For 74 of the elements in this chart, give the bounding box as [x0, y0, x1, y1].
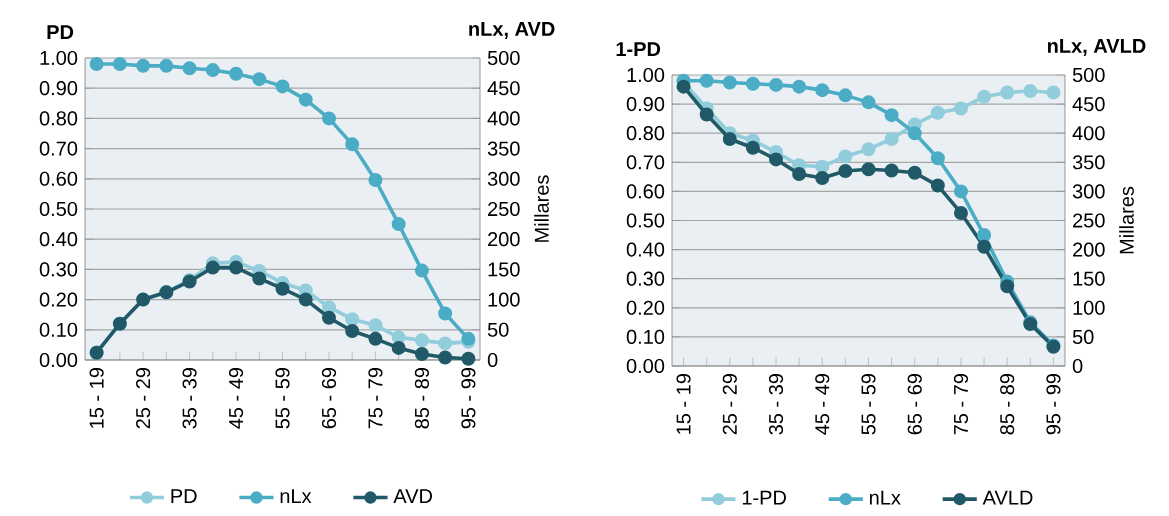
x-tick-label: 25 - 29	[136, 368, 151, 429]
y2-tick-label: 400	[487, 111, 520, 126]
y-tick-label: 0.80	[626, 126, 665, 141]
y2-tick-label: 300	[487, 171, 520, 187]
y2-tick-label: 300	[1072, 184, 1105, 199]
y-tick-label: 1.00	[627, 68, 665, 83]
y-tick-label: 0.80	[39, 111, 78, 126]
y-tick-label: 0.50	[39, 202, 78, 217]
y2-tick-label: 100	[488, 292, 520, 307]
x-tick-label: 55 - 59	[861, 374, 876, 435]
y-tick-label: 0.40	[626, 242, 665, 257]
y-tick-label: 0.70	[626, 155, 665, 170]
y2-tick-label: 250	[1073, 213, 1105, 228]
x-tick-label: 95 - 99	[461, 368, 476, 429]
x-tick-label: 95 - 99	[1046, 374, 1061, 435]
x-tick-label: 65 - 69	[321, 368, 337, 429]
y-tick-label: 0.20	[626, 300, 665, 316]
y2-tick-label: 450	[487, 81, 520, 96]
y2-tick-label: 350	[487, 141, 520, 156]
y-tick-label: 0.60	[39, 171, 78, 187]
legend-label: AVLD	[982, 491, 1033, 505]
y-tick-label: 0.30	[39, 262, 78, 277]
legend-label: AVD	[393, 489, 432, 504]
x-tick-label: 85 - 89	[414, 368, 429, 429]
x-tick-label: 15 - 19	[89, 368, 104, 429]
y2-tick-label: 0	[1072, 359, 1083, 374]
y-tick-label: 0.40	[39, 232, 78, 247]
y2-tick-label: 50	[1072, 330, 1094, 345]
y-tick-label: 0.60	[626, 184, 665, 199]
y-tick-label: 0.00	[39, 353, 78, 368]
y-axis-title: PD	[47, 25, 74, 40]
y-tick-label: 0.50	[626, 213, 665, 228]
y2-tick-label: 50	[487, 322, 509, 338]
y2-tick-label: 0	[487, 353, 498, 368]
y-tick-label: 1.00	[40, 51, 78, 66]
x-tick-label: 45 - 49	[815, 374, 830, 436]
y-tick-label: 0.10	[626, 330, 665, 345]
y-tick-label: 0.70	[39, 141, 78, 156]
x-tick-label: 75 - 79	[368, 368, 383, 429]
y2-tick-label: 450	[1072, 97, 1105, 112]
text: nLx, AVLD	[1047, 39, 1146, 57]
x-tick-label: 75 - 79	[953, 374, 969, 435]
y-tick-label: 0.10	[39, 322, 78, 338]
y2-tick-label: 200	[488, 232, 520, 247]
x-tick-label: 65 - 69	[907, 374, 922, 435]
y2-tick-label: 250	[488, 202, 520, 217]
legend-label: 1-PD	[742, 491, 786, 505]
legend-label: nLx	[869, 491, 901, 505]
y2-tick-label: 100	[1073, 300, 1105, 316]
y2-tick-label: 400	[1072, 126, 1105, 141]
y2-tick-label: 350	[1072, 155, 1105, 170]
y-tick-label: 0.90	[39, 81, 78, 96]
x-tick-label: 45 - 49	[228, 368, 244, 430]
text: nLx, AVD	[469, 22, 555, 40]
x-tick-label: 15 - 19	[676, 374, 691, 435]
x-tick-label: 35 - 39	[182, 368, 197, 429]
y2-axis-title: Millares	[534, 175, 549, 243]
x-tick-label: 25 - 29	[722, 374, 737, 435]
y-tick-label: 0.20	[39, 292, 78, 307]
y-axis-title: 1-PD	[616, 42, 661, 57]
legend-label: PD	[171, 489, 197, 504]
y2-tick-label: 150	[488, 262, 520, 277]
y2-tick-label: 150	[1073, 271, 1105, 286]
y-tick-label: 0.90	[626, 97, 665, 112]
y2-tick-label: 500	[487, 51, 520, 66]
y2-axis-title: Millares	[1119, 187, 1134, 254]
x-tick-label: 35 - 39	[768, 374, 784, 435]
y2-tick-label: 500	[1072, 68, 1105, 83]
x-tick-label: 85 - 89	[1000, 374, 1015, 435]
y2-tick-label: 200	[1073, 242, 1105, 257]
y-tick-label: 0.00	[626, 359, 665, 374]
y-tick-label: 0.30	[626, 271, 665, 286]
x-tick-label: 55 - 59	[275, 368, 290, 429]
legend-label: nLx	[280, 489, 312, 504]
